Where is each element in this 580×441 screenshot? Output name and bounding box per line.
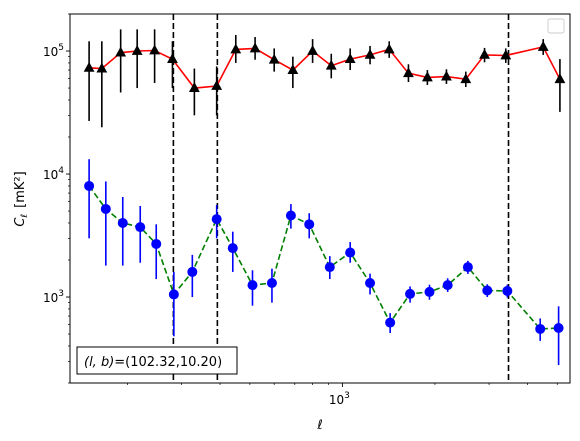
annotation-coords-label: (l, b) xyxy=(84,355,114,370)
series-1-point xyxy=(285,210,296,221)
series-markers xyxy=(83,40,566,334)
series-1-point xyxy=(84,180,95,191)
series-1-point xyxy=(462,262,473,273)
y-tick-label: 103 xyxy=(43,289,64,305)
series-0-point xyxy=(537,40,549,51)
y-axis-label: Cℓ [mK²] xyxy=(13,171,30,226)
plot-area xyxy=(70,14,570,383)
y-axis-label-units: [mK²] xyxy=(13,171,28,208)
series-0-point xyxy=(554,73,566,84)
series-0-point xyxy=(115,46,127,57)
series-0-point xyxy=(460,73,472,84)
series-0-point xyxy=(249,42,261,53)
series-0-point xyxy=(383,43,395,54)
series-1-point xyxy=(187,266,198,277)
series-0-point xyxy=(364,48,376,59)
y-tick-label: 105 xyxy=(43,43,64,59)
series-1-point xyxy=(442,280,453,291)
y-axis-label-subscript: ℓ xyxy=(20,214,30,219)
series-1-point xyxy=(365,278,376,289)
series-0-point xyxy=(230,43,242,54)
series-1-point xyxy=(227,243,238,254)
series-1-point xyxy=(405,288,416,299)
series-1-point xyxy=(168,289,179,300)
x-axis-label: ℓ xyxy=(316,418,322,433)
series-0-point xyxy=(441,70,452,81)
series-0-point xyxy=(211,79,223,90)
series-1-point xyxy=(424,286,435,297)
series-0-point xyxy=(96,62,108,73)
series-0-point xyxy=(344,53,356,63)
series-0-point xyxy=(307,45,319,55)
series-1-point xyxy=(100,203,111,214)
series-0-point xyxy=(479,48,490,59)
series-1-point xyxy=(211,214,222,225)
series-0-point xyxy=(188,82,200,92)
series-0-point xyxy=(500,49,512,60)
annotation: (l, b)=(102.32,10.20) xyxy=(76,346,238,375)
series-0-point xyxy=(131,45,143,55)
series-1-point xyxy=(553,322,564,333)
series-0-point xyxy=(268,53,280,64)
series-0-point xyxy=(325,59,337,70)
annotation-box xyxy=(76,346,238,375)
series-1-point xyxy=(151,238,162,249)
series-0-point xyxy=(167,53,178,63)
y-axis-label-symbol: C xyxy=(13,217,28,227)
series-1-point xyxy=(502,285,513,296)
annotation-coords-value: =(102.32,10.20) xyxy=(114,355,222,370)
series-0-point xyxy=(83,61,95,72)
series-0-point xyxy=(287,64,299,74)
plot-frame xyxy=(69,13,571,384)
series-1-point xyxy=(535,323,546,334)
series-1-point xyxy=(117,217,128,228)
y-tick-label: 104 xyxy=(43,166,64,182)
series-1-point xyxy=(482,285,493,296)
legend xyxy=(547,18,565,34)
series-0-point xyxy=(403,67,414,78)
legend-box xyxy=(547,18,565,34)
series-1-point xyxy=(385,317,396,328)
annotation-text: (l, b)=(102.32,10.20) xyxy=(84,355,222,370)
x-tick-label: 103 xyxy=(329,391,350,407)
series-1-point xyxy=(345,247,356,258)
series-1-point xyxy=(266,278,277,289)
series-0-point xyxy=(421,71,433,82)
series-0-point xyxy=(149,44,161,55)
series-1-point xyxy=(247,280,258,291)
series-1-point xyxy=(304,219,315,230)
series-1-point xyxy=(324,262,335,273)
series-1-point xyxy=(135,222,146,233)
